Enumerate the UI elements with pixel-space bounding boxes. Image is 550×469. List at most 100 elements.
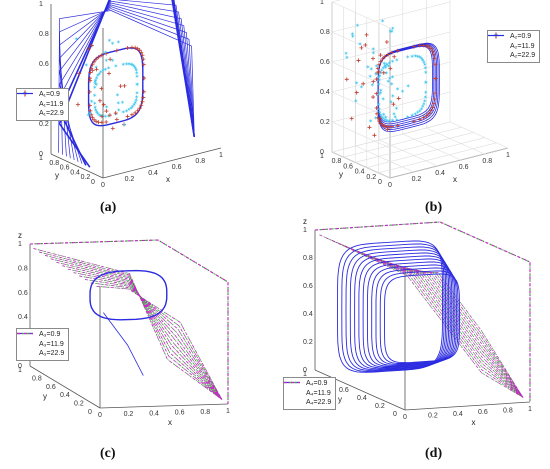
star-marker: ✶ (378, 87, 383, 94)
plus-marker (99, 53, 104, 58)
star-marker: ✶ (390, 74, 395, 81)
plus-marker (371, 79, 376, 84)
x-tick-label: 0.2 (124, 411, 134, 418)
plus-marker (388, 66, 393, 71)
plus-marker (90, 115, 95, 120)
plus-marker (424, 113, 429, 118)
star-marker: ✶ (115, 92, 120, 99)
plus-marker (421, 43, 426, 48)
plus-marker (75, 102, 80, 107)
plus-marker (129, 45, 134, 50)
gridline (389, 147, 509, 179)
x-tick-label: 0 (388, 182, 392, 189)
plus-marker (395, 48, 400, 53)
panel-c: 00.20.40.60.8100.20.40.60.8100.20.40.60.… (0, 231, 270, 461)
series-d3-trajectory (319, 234, 524, 398)
plus-marker (99, 86, 104, 91)
star-marker: ✶ (135, 82, 140, 89)
y-tick-label: 0.6 (343, 163, 353, 170)
plus-marker (137, 48, 142, 53)
star-marker: ✶ (95, 111, 100, 118)
star-marker: ✶ (410, 53, 415, 60)
star-marker: ✶ (383, 65, 388, 72)
legend-c: A₃=0.9 A₃=11.9 A₃=22.9 (16, 328, 70, 361)
star-marker: ✶ (381, 116, 386, 123)
star-marker: ✶ (384, 61, 389, 68)
star-marker: ✶ (421, 101, 426, 108)
plus-marker (376, 69, 381, 74)
axis-line (29, 365, 101, 409)
star-marker: ✶ (88, 110, 93, 117)
star-marker: ✶ (94, 82, 99, 89)
gridline (331, 0, 342, 3)
legend-entry: A₁=22.9 (17, 92, 64, 119)
y-axis-label: y (339, 170, 343, 179)
plus-marker (427, 111, 432, 116)
x-axis-label: x (166, 175, 170, 184)
series-c3-trajectory (44, 255, 223, 400)
star-marker: ✶ (89, 99, 94, 106)
plus-marker (94, 67, 99, 72)
plus-marker (141, 57, 146, 62)
series-d3-trajectory (350, 248, 524, 398)
series-d2-edge (314, 221, 531, 402)
z-tick-label: 0.4 (303, 311, 313, 318)
legend-entry: A₂=22.9 (488, 34, 535, 61)
panel-c-plot: 00.20.40.60.8100.20.40.60.8100.20.40.60.… (18, 231, 230, 427)
series-c3-trajectory (33, 248, 223, 400)
star-marker: ✶ (374, 63, 379, 70)
star-marker: ✶ (420, 57, 425, 64)
star-marker: ✶ (387, 60, 392, 67)
star-marker: ✶ (422, 62, 427, 69)
star-marker: ✶ (93, 104, 98, 111)
y-axis-label: y (338, 395, 342, 404)
y-tick-label: 1 (39, 155, 43, 162)
axes: 00.20.40.60.8100.20.40.60.8100.20.40.60.… (303, 217, 532, 427)
plus-marker (118, 84, 123, 89)
axis-line (99, 403, 229, 409)
star-marker: ✶ (84, 62, 89, 69)
series-c3-edge (29, 239, 229, 404)
star-marker: ✶ (129, 105, 134, 112)
series-a3-trajectory (59, 8, 195, 155)
star-marker: ✶ (94, 109, 99, 116)
plus-marker (356, 58, 361, 63)
plus-marker (133, 110, 138, 115)
x-tick-label: 0.8 (482, 158, 492, 165)
gridline (426, 127, 485, 155)
star-marker: ✶ (415, 110, 420, 117)
plus-marker (99, 120, 104, 125)
z-tick-label: 0 (18, 363, 22, 370)
series-c3-trajectory (67, 268, 223, 400)
star-marker: ✶ (133, 99, 138, 106)
plus-marker (122, 122, 127, 127)
star-marker: ✶ (354, 80, 359, 87)
x-tick-label: 0 (101, 182, 105, 189)
z-axis-label: z (18, 231, 22, 240)
axis-line (102, 147, 222, 179)
star-marker: ✶ (415, 53, 420, 60)
gridline (378, 142, 497, 174)
plus-marker (141, 89, 146, 94)
y-tick-label: 0.8 (332, 158, 342, 165)
star-marker: ✶ (390, 58, 395, 65)
plus-marker (114, 117, 119, 122)
series-d3-trajectory (375, 259, 524, 398)
star-marker: ✶ (107, 38, 112, 45)
star-marker: ✶ (417, 108, 422, 115)
series-c2-trajectory (67, 268, 223, 400)
star-marker: ✶ (379, 114, 384, 121)
plus-marker (361, 81, 366, 86)
x-tick-label: 1 (226, 408, 230, 415)
z-tick-label: 0.2 (303, 339, 313, 346)
plus-marker (380, 56, 385, 61)
x-tick-label: 0.8 (200, 409, 210, 416)
series-a3-trajectory (59, 0, 195, 162)
axis-line (314, 369, 406, 411)
star-marker: ✶ (422, 98, 427, 105)
star-marker: ✶ (350, 34, 355, 41)
star-marker: ✶ (390, 25, 395, 32)
star-marker: ✶ (103, 50, 108, 57)
star-marker: ✶ (376, 101, 381, 108)
series-a3-trajectory (58, 0, 196, 166)
